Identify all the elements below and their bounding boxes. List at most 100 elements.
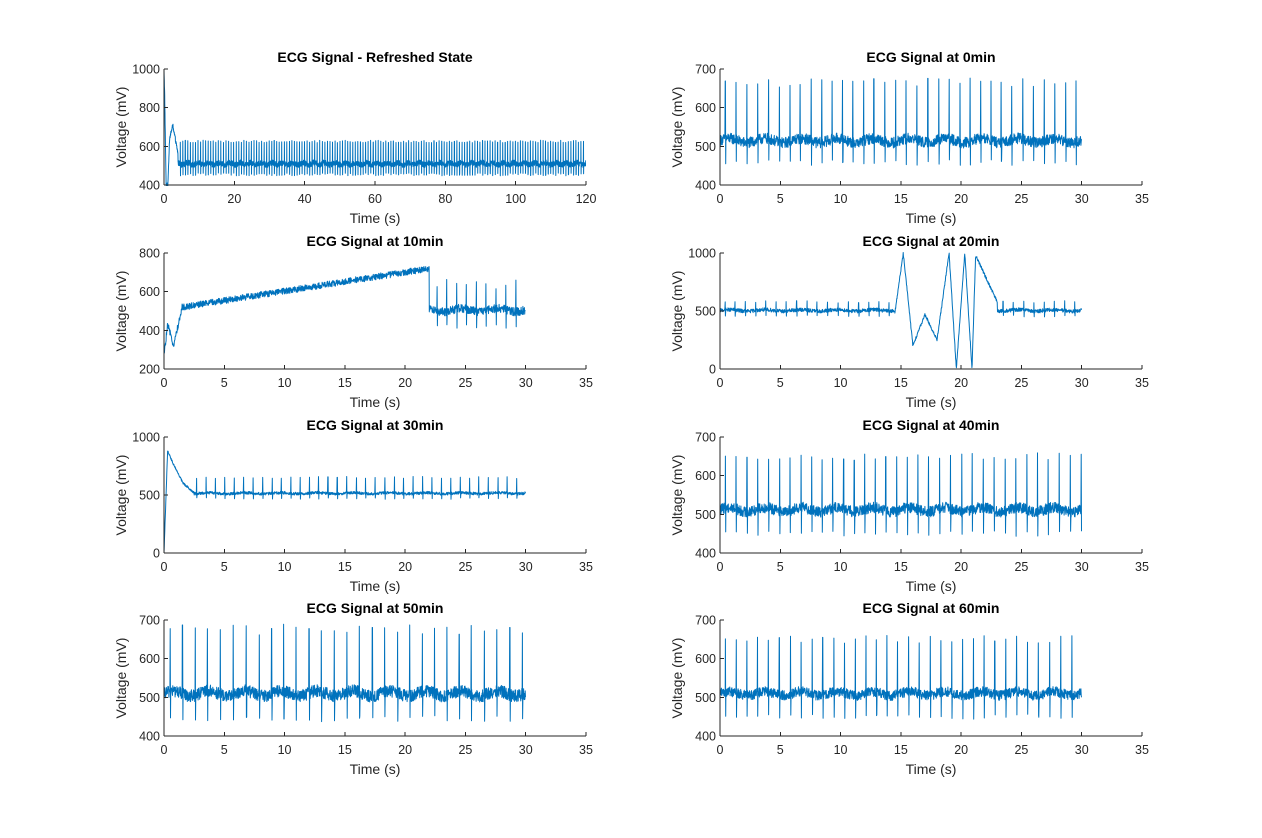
x-tick-label: 0 [717, 743, 724, 757]
x-tick-label: 35 [1135, 560, 1149, 574]
y-tick-label: 0 [709, 363, 716, 377]
y-tick-label: 600 [139, 140, 160, 154]
ecg-trace-0min [720, 77, 1082, 166]
y-tick-label: 700 [695, 614, 716, 628]
y-tick-label: 200 [139, 363, 160, 377]
ecg-trace-10min [164, 266, 526, 354]
x-tick-label: 30 [1075, 192, 1089, 206]
x-tick-label: 25 [1014, 376, 1028, 390]
chart-title: ECG Signal at 50min [307, 600, 444, 616]
x-tick-label: 5 [221, 376, 228, 390]
chart-title: ECG Signal at 40min [863, 417, 1000, 433]
y-tick-label: 400 [139, 324, 160, 338]
y-tick-label: 800 [139, 101, 160, 115]
x-tick-label: 20 [954, 560, 968, 574]
x-tick-label: 10 [834, 376, 848, 390]
x-axis-label: Time (s) [906, 761, 957, 777]
x-tick-label: 35 [1135, 192, 1149, 206]
x-tick-label: 30 [1075, 376, 1089, 390]
ecg-trace-60min [720, 635, 1082, 720]
chart-title: ECG Signal at 20min [863, 233, 1000, 249]
x-axis-label: Time (s) [906, 210, 957, 226]
y-tick-label: 600 [695, 652, 716, 666]
x-tick-label: 35 [1135, 743, 1149, 757]
ecg-trace-50min [164, 623, 526, 723]
x-tick-label: 20 [398, 743, 412, 757]
x-tick-label: 10 [278, 560, 292, 574]
x-tick-label: 5 [777, 376, 784, 390]
x-tick-label: 120 [576, 192, 597, 206]
y-tick-label: 1000 [132, 431, 160, 445]
y-axis-label: Voltage (mV) [113, 638, 129, 719]
x-axis-label: Time (s) [906, 394, 957, 410]
x-tick-label: 30 [1075, 743, 1089, 757]
x-tick-label: 0 [161, 743, 168, 757]
chart-title: ECG Signal at 30min [307, 417, 444, 433]
x-tick-label: 15 [894, 560, 908, 574]
x-tick-label: 20 [954, 376, 968, 390]
x-axis-label: Time (s) [350, 761, 401, 777]
x-tick-label: 0 [717, 560, 724, 574]
chart-title: ECG Signal at 10min [307, 233, 444, 249]
subplot-20min: 0 5 10 15 20 25 30 35 0 500 1000 ECG Signal at 20mi… [669, 233, 1149, 410]
y-axis-label: Voltage (mV) [669, 271, 685, 352]
ecg-trace-40min [720, 452, 1082, 537]
y-tick-label: 500 [695, 691, 716, 705]
x-tick-label: 30 [519, 560, 533, 574]
x-tick-label: 20 [398, 560, 412, 574]
y-tick-label: 1000 [688, 247, 716, 261]
y-tick-label: 400 [139, 730, 160, 744]
x-tick-label: 15 [338, 376, 352, 390]
subplot-60min: 0 5 10 15 20 25 30 35 400 500 600 700 ECG Signal at … [669, 600, 1149, 777]
x-tick-label: 0 [717, 376, 724, 390]
y-tick-label: 400 [695, 179, 716, 193]
y-tick-label: 500 [695, 140, 716, 154]
x-tick-label: 100 [505, 192, 526, 206]
x-tick-label: 35 [579, 743, 593, 757]
x-axis-label: Time (s) [350, 394, 401, 410]
y-tick-label: 600 [695, 101, 716, 115]
x-tick-label: 0 [161, 560, 168, 574]
x-tick-label: 20 [954, 192, 968, 206]
x-tick-label: 25 [458, 560, 472, 574]
x-tick-label: 10 [278, 743, 292, 757]
x-tick-label: 5 [221, 743, 228, 757]
x-tick-label: 0 [161, 376, 168, 390]
x-tick-label: 25 [1014, 743, 1028, 757]
x-tick-label: 30 [519, 376, 533, 390]
x-tick-label: 30 [1075, 560, 1089, 574]
x-axis-label: Time (s) [350, 210, 401, 226]
x-tick-label: 20 [954, 743, 968, 757]
x-tick-label: 0 [717, 192, 724, 206]
x-tick-label: 25 [458, 743, 472, 757]
x-tick-label: 10 [834, 743, 848, 757]
y-tick-label: 600 [695, 469, 716, 483]
ecg-trace-20min [720, 252, 1082, 369]
y-tick-label: 500 [139, 489, 160, 503]
x-tick-label: 10 [834, 560, 848, 574]
chart-title: ECG Signal at 0min [866, 49, 995, 65]
x-tick-label: 25 [1014, 192, 1028, 206]
x-tick-label: 35 [1135, 376, 1149, 390]
y-tick-label: 500 [695, 305, 716, 319]
x-tick-label: 30 [519, 743, 533, 757]
x-tick-label: 15 [894, 376, 908, 390]
chart-title: ECG Signal at 60min [863, 600, 1000, 616]
y-axis-label: Voltage (mV) [113, 87, 129, 168]
x-tick-label: 10 [834, 192, 848, 206]
x-axis-label: Time (s) [906, 578, 957, 594]
y-tick-label: 700 [139, 614, 160, 628]
x-tick-label: 15 [894, 192, 908, 206]
y-axis-label: Voltage (mV) [113, 271, 129, 352]
y-tick-label: 700 [695, 431, 716, 445]
x-tick-label: 0 [161, 192, 168, 206]
y-axis-label: Voltage (mV) [113, 455, 129, 536]
y-tick-label: 0 [153, 547, 160, 561]
x-tick-label: 5 [777, 192, 784, 206]
y-tick-label: 400 [695, 730, 716, 744]
x-tick-label: 5 [777, 560, 784, 574]
y-tick-label: 700 [695, 63, 716, 77]
x-axis-label: Time (s) [350, 578, 401, 594]
y-tick-label: 600 [139, 285, 160, 299]
